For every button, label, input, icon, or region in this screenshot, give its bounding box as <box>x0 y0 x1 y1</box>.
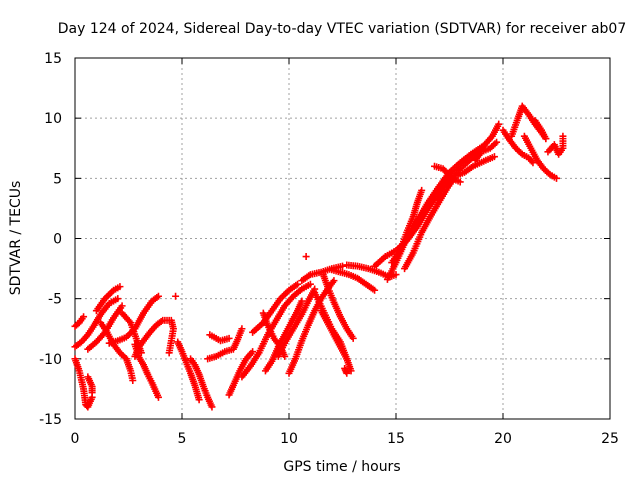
data-point <box>495 120 503 128</box>
data-point <box>343 369 351 377</box>
data-point <box>553 174 560 182</box>
y-tick-label: 10 <box>44 111 62 127</box>
data-point <box>208 403 216 411</box>
data-point <box>116 283 124 291</box>
data-point <box>542 135 550 143</box>
data-point <box>347 367 355 375</box>
y-tick-label: 5 <box>53 171 62 187</box>
x-axis-label: GPS time / hours <box>283 459 400 475</box>
data-point <box>298 297 306 305</box>
y-tick-label: 15 <box>44 51 62 67</box>
x-tick-label: 10 <box>280 431 298 447</box>
y-axis-label: SDTVAR / TECUs <box>8 181 24 296</box>
x-tick-label: 0 <box>71 431 80 447</box>
data-point <box>349 334 357 342</box>
data-point <box>249 348 257 356</box>
y-tick-label: -5 <box>48 292 62 308</box>
x-tick-label: 15 <box>387 431 405 447</box>
data-point <box>392 271 400 279</box>
data-point <box>493 138 501 146</box>
data-point <box>456 178 464 186</box>
data-point <box>129 376 137 384</box>
y-tick-label: 0 <box>53 232 62 248</box>
data-point <box>165 349 173 357</box>
data-point <box>154 292 162 300</box>
data-point <box>225 334 233 342</box>
data-point <box>418 186 426 194</box>
data-point <box>330 277 338 285</box>
data-point <box>281 352 289 360</box>
data-point <box>88 389 96 397</box>
data-point <box>114 295 122 303</box>
x-tick-label: 20 <box>494 431 512 447</box>
data-point <box>302 253 310 261</box>
data-point <box>195 396 203 404</box>
x-tick-label: 25 <box>601 431 619 447</box>
y-tick-label: -10 <box>39 352 62 368</box>
data-point <box>80 313 88 321</box>
y-tick-label: -15 <box>39 412 62 428</box>
data-point <box>294 280 302 288</box>
axis-ticks: 0 5 10 15 20 25 -15 -10 -5 0 5 10 15 <box>39 51 619 447</box>
data-point <box>559 132 567 140</box>
data-point <box>490 153 498 161</box>
data-point <box>172 292 180 300</box>
data-point <box>154 393 162 401</box>
data-point <box>339 262 346 270</box>
data-point <box>371 286 379 294</box>
data-point <box>118 302 126 310</box>
data-marks <box>71 102 567 411</box>
data-point <box>306 280 314 288</box>
data-point <box>238 325 246 333</box>
x-tick-label: 5 <box>178 431 187 447</box>
chart-title: Day 124 of 2024, Sidereal Day-to-day VTE… <box>58 21 627 37</box>
